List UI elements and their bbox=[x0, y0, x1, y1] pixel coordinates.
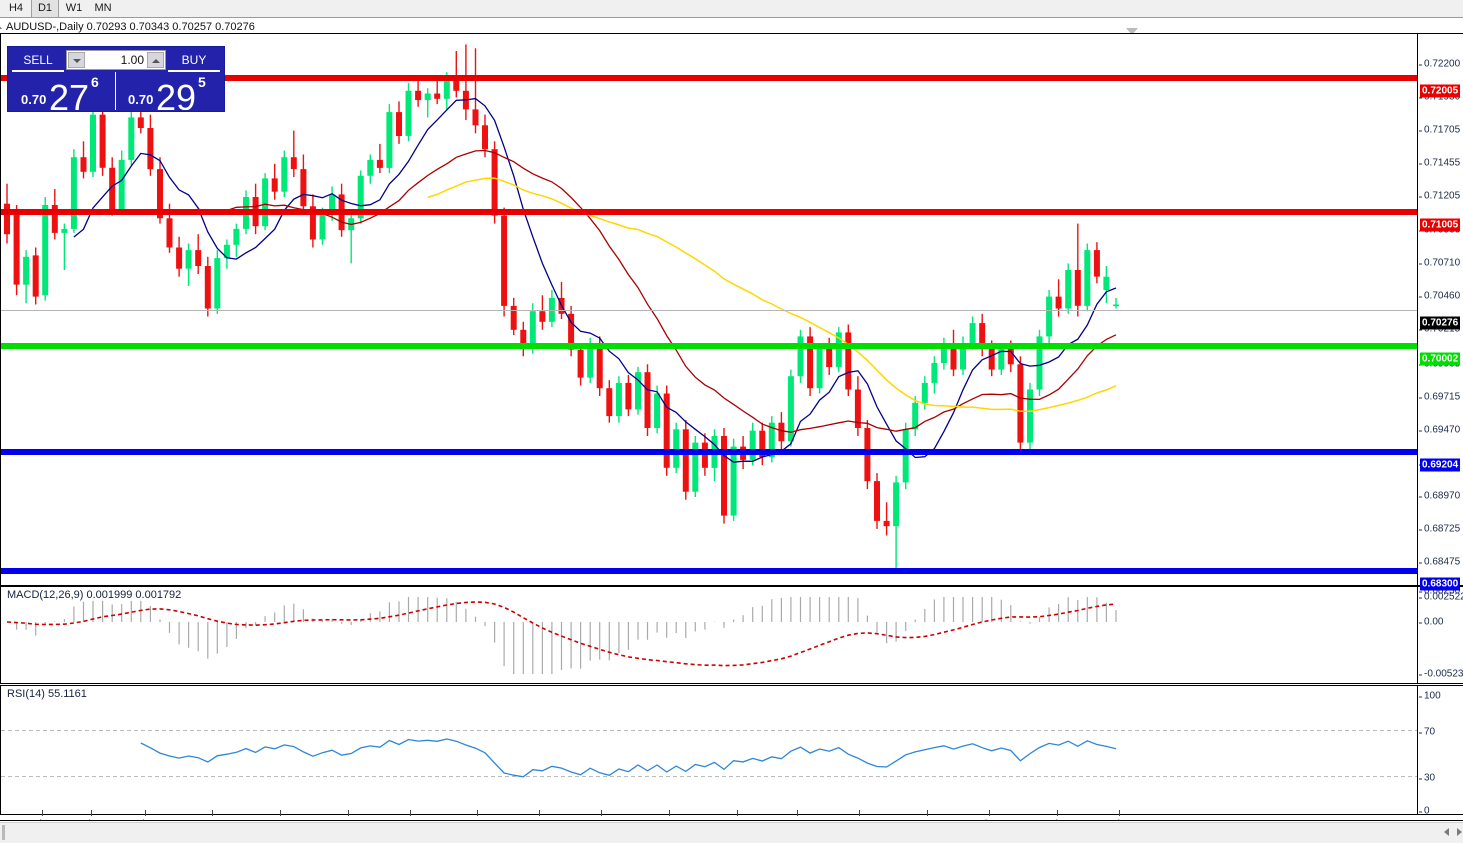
sell-button[interactable]: SELL bbox=[12, 50, 64, 72]
current-price-label: 0.70276 bbox=[1420, 316, 1461, 330]
horizontal-scrollbar[interactable] bbox=[0, 822, 1463, 843]
timeframe-w1[interactable]: W1 bbox=[65, 2, 83, 14]
macd-panel[interactable]: MACD(12,26,9) 0.001999 0.001792 bbox=[0, 586, 1418, 684]
price-tick: 0.68970 bbox=[1418, 490, 1461, 502]
rsi-label: RSI(14) 55.1161 bbox=[5, 688, 89, 700]
chart-title-bar: AUDUSD-,Daily 0.70293 0.70343 0.70257 0.… bbox=[0, 21, 255, 33]
rsi-tick: 70 bbox=[1418, 726, 1436, 738]
price-plot[interactable] bbox=[0, 33, 1418, 586]
date-tick-mark bbox=[989, 810, 990, 816]
level-label-resistance-upper[interactable]: 0.72005 bbox=[1420, 84, 1461, 98]
date-tick-mark bbox=[410, 810, 411, 816]
price-tick: 0.72200 bbox=[1418, 58, 1461, 70]
level-line-resistance-mid[interactable] bbox=[1, 209, 1417, 215]
date-tick-mark bbox=[145, 810, 146, 816]
timeframe-d1[interactable]: D1 bbox=[31, 0, 59, 17]
chart-window: AUDUSD-,Daily 0.70293 0.70343 0.70257 0.… bbox=[0, 20, 1463, 830]
macd-scale: 0.002522 0.00 -0.005234 bbox=[1418, 586, 1463, 684]
scroll-thumb[interactable] bbox=[2, 825, 5, 840]
one-click-trading-panel[interactable]: SELL 1.00 BUY 0.70 27 6 0.70 29 5 bbox=[8, 47, 224, 111]
sell-price-prefix: 0.70 bbox=[21, 92, 47, 107]
volume-decrease-button[interactable] bbox=[68, 52, 85, 68]
date-tick-mark bbox=[797, 810, 798, 816]
buy-price-main: 29 bbox=[156, 77, 197, 111]
level-label-support-blue-upper[interactable]: 0.69204 bbox=[1420, 458, 1461, 472]
collapse-arrow-icon[interactable] bbox=[0, 24, 2, 29]
price-tick: 0.68230 bbox=[1418, 585, 1461, 597]
price-tick: 0.70710 bbox=[1418, 257, 1461, 269]
sell-price-main: 27 bbox=[49, 77, 90, 111]
date-tick-mark bbox=[601, 810, 602, 816]
price-tick: 0.69470 bbox=[1418, 424, 1461, 436]
rsi-scale: 100 70 30 0 bbox=[1418, 685, 1463, 817]
chart-symbol-ohlc: AUDUSD-,Daily 0.70293 0.70343 0.70257 0.… bbox=[6, 21, 255, 33]
level-label-support-green[interactable]: 0.70002 bbox=[1420, 352, 1461, 366]
macd-tick: 0.002522 bbox=[1419, 592, 1463, 603]
date-tick-mark bbox=[737, 810, 738, 816]
buy-quote[interactable]: 0.70 29 5 bbox=[116, 72, 222, 110]
rsi-panel[interactable]: RSI(14) 55.1161 bbox=[0, 685, 1418, 815]
price-tick: 0.69715 bbox=[1418, 391, 1461, 403]
date-tick-mark bbox=[212, 810, 213, 816]
price-tick: 0.68725 bbox=[1418, 523, 1461, 535]
timeframe-toolbar: H4 D1 W1 MN bbox=[0, 0, 1463, 18]
macd-tick: -0.005234 bbox=[1418, 669, 1463, 680]
macd-tick: 0.00 bbox=[1418, 616, 1444, 628]
date-tick-mark bbox=[859, 810, 860, 816]
date-tick-mark bbox=[927, 810, 928, 816]
volume-increase-button[interactable] bbox=[147, 52, 164, 68]
buy-button[interactable]: BUY bbox=[168, 50, 220, 72]
rsi-tick: 30 bbox=[1418, 772, 1436, 784]
date-tick-mark bbox=[1057, 810, 1058, 816]
date-tick-mark bbox=[669, 810, 670, 816]
current-price-line bbox=[1, 310, 1417, 311]
buy-price-fraction: 5 bbox=[198, 74, 206, 90]
level-label-support-blue-lower[interactable]: 0.68300 bbox=[1420, 577, 1461, 591]
price-tick: 0.70460 bbox=[1418, 290, 1461, 302]
date-tick-mark bbox=[477, 810, 478, 816]
rsi-tick: 0 bbox=[1419, 805, 1430, 817]
date-tick-mark bbox=[280, 810, 281, 816]
scroll-right-arrow-icon[interactable] bbox=[1457, 828, 1462, 836]
level-line-support-green[interactable] bbox=[1, 343, 1417, 349]
sell-quote[interactable]: 0.70 27 6 bbox=[9, 72, 116, 110]
timeframe-mn[interactable]: MN bbox=[94, 2, 112, 14]
timeframe-h4[interactable]: H4 bbox=[8, 2, 24, 14]
buy-price-prefix: 0.70 bbox=[128, 92, 154, 107]
price-tick: 0.71205 bbox=[1418, 190, 1461, 202]
date-tick-mark bbox=[91, 810, 92, 816]
level-line-support-blue-upper[interactable] bbox=[1, 449, 1417, 455]
price-tick: 0.71705 bbox=[1418, 124, 1461, 136]
volume-input[interactable]: 1.00 bbox=[66, 50, 166, 70]
trade-panel-header: SELL 1.00 BUY bbox=[9, 48, 223, 72]
price-tick: 0.71455 bbox=[1418, 157, 1461, 169]
price-scale[interactable]: 0.722000.719500.717050.714550.712050.709… bbox=[1418, 33, 1463, 597]
macd-label: MACD(12,26,9) 0.001999 0.001792 bbox=[5, 589, 184, 601]
volume-value: 1.00 bbox=[120, 53, 144, 67]
scroll-left-arrow-icon[interactable] bbox=[1444, 828, 1449, 836]
level-line-resistance-upper[interactable] bbox=[1, 75, 1417, 81]
price-tick: 0.68475 bbox=[1418, 556, 1461, 568]
rsi-series bbox=[1, 730, 1417, 778]
level-line-support-blue-lower[interactable] bbox=[1, 568, 1417, 574]
rsi-tick: 100 bbox=[1419, 690, 1441, 702]
date-tick-mark bbox=[1119, 810, 1120, 816]
level-label-resistance-mid[interactable]: 0.71005 bbox=[1420, 218, 1461, 232]
sell-price-fraction: 6 bbox=[91, 74, 99, 90]
date-tick-mark bbox=[348, 810, 349, 816]
date-tick-mark bbox=[42, 810, 43, 816]
chart-drop-marker-icon bbox=[1126, 28, 1138, 35]
macd-series bbox=[6, 597, 1117, 674]
date-tick-mark bbox=[539, 810, 540, 816]
